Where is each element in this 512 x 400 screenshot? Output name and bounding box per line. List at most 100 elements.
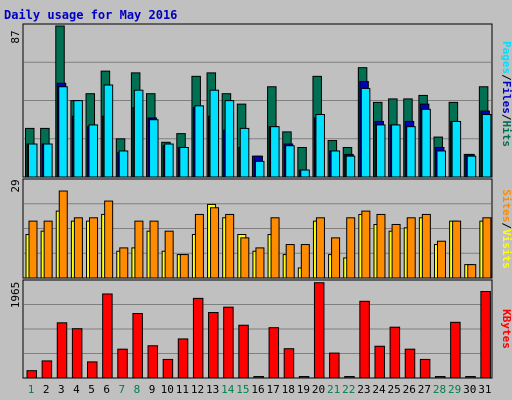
sites-bar (467, 264, 477, 279)
legend-kbytes: KBytes (500, 309, 512, 349)
day-label: 5 (88, 383, 95, 396)
legend-visits: Visits (500, 229, 512, 269)
sites-bar (421, 213, 431, 279)
sites-bar (58, 190, 68, 279)
pages-bar (406, 126, 416, 178)
day-label: 11 (176, 383, 189, 396)
kbytes-bar (238, 324, 249, 379)
pages-bar (300, 169, 310, 178)
day-label: 6 (103, 383, 110, 396)
day-label: 26 (403, 383, 416, 396)
day-label: 1 (28, 383, 35, 396)
visits-sites-panel (22, 178, 493, 279)
legend-pages: Pages (500, 41, 512, 74)
day-label: 12 (191, 383, 204, 396)
sites-bar (179, 254, 189, 279)
pages-bar (285, 145, 295, 178)
day-label: 7 (119, 383, 126, 396)
sites-bar (28, 220, 38, 279)
pages-bar (88, 124, 99, 178)
pages-bar (270, 126, 280, 178)
kbytes-bar (87, 361, 98, 379)
sites-bar (315, 217, 325, 279)
kbytes-bar (147, 345, 159, 379)
legend-slash: / (500, 114, 512, 121)
y-tick-visits-max: 29 (9, 179, 22, 192)
day-label: 19 (297, 383, 310, 396)
day-label: 4 (73, 383, 80, 396)
pages-bar (315, 114, 325, 178)
day-label: 27 (418, 383, 431, 396)
sites-bar (270, 217, 280, 279)
sites-bar (482, 217, 492, 279)
pages-bar (43, 143, 53, 178)
day-label: 25 (388, 383, 401, 396)
kbytes-bar (450, 321, 461, 379)
kbytes-bar (192, 297, 204, 379)
day-label: 31 (478, 383, 491, 396)
day-label: 14 (221, 383, 235, 396)
sites-bar (391, 223, 401, 279)
sites-bar (194, 213, 204, 279)
pages-bar (103, 84, 114, 178)
kbytes-bar (344, 376, 355, 379)
legend-sites: Sites (500, 189, 512, 222)
pages-bar (194, 105, 204, 178)
pages-bar (436, 150, 446, 178)
day-label: 8 (134, 383, 141, 396)
sites-bar (285, 244, 295, 279)
sites-bar (89, 217, 99, 279)
sites-bar (119, 247, 129, 279)
sites-bar (376, 213, 386, 279)
pages-bar (133, 89, 144, 178)
y-tick-kbytes-max: 1965 (9, 282, 22, 309)
sites-bar (134, 220, 144, 279)
day-label: 29 (448, 383, 461, 396)
sites-bar (300, 244, 310, 279)
sites-bar (331, 237, 341, 279)
pages-bar (209, 89, 220, 178)
sites-bar (225, 213, 235, 279)
sites-bar (149, 220, 159, 279)
legend-hits: Hits (500, 121, 512, 148)
kbytes-bar (374, 345, 385, 379)
kbytes-bar (132, 313, 143, 379)
sites-bar (43, 220, 53, 279)
kbytes-bar (253, 376, 264, 379)
sites-bar (255, 247, 265, 279)
day-labels: 1 2 3 4 5 6 7 8 9 10 11 12 13 14 15 16 17 18 19 20 21 22 23 24 2… (28, 383, 492, 396)
day-label: 3 (58, 383, 65, 396)
kbytes-bar (268, 327, 280, 379)
kbytes-bar (223, 306, 234, 379)
day-label: 15 (236, 383, 249, 396)
day-label: 24 (372, 383, 386, 396)
pages-bar (421, 108, 431, 178)
pages-bar (28, 143, 38, 178)
pages-bar (391, 124, 401, 178)
pages-bar (481, 114, 492, 178)
kbytes-bar (102, 293, 113, 379)
pages-bar (239, 127, 250, 178)
sites-bar (73, 217, 83, 279)
kbytes-bar (359, 300, 370, 379)
pages-bar (58, 86, 68, 178)
pages-bar (118, 150, 129, 178)
kbytes-panel (22, 279, 493, 379)
pages-bar (254, 160, 265, 178)
kbytes-bar (298, 376, 310, 379)
kbytes-bar (177, 338, 189, 379)
day-label: 23 (357, 383, 370, 396)
day-label: 9 (149, 383, 156, 396)
day-label: 16 (251, 383, 264, 396)
kbytes-bar (329, 352, 340, 379)
sites-bar (164, 230, 174, 279)
day-label: 22 (342, 383, 355, 396)
kbytes-bar (419, 358, 431, 379)
day-label: 30 (463, 383, 476, 396)
legend-slash: / (500, 74, 512, 81)
day-label: 2 (43, 383, 50, 396)
day-label: 10 (161, 383, 174, 396)
legend-slash: / (500, 222, 512, 229)
kbytes-bar (465, 376, 476, 379)
